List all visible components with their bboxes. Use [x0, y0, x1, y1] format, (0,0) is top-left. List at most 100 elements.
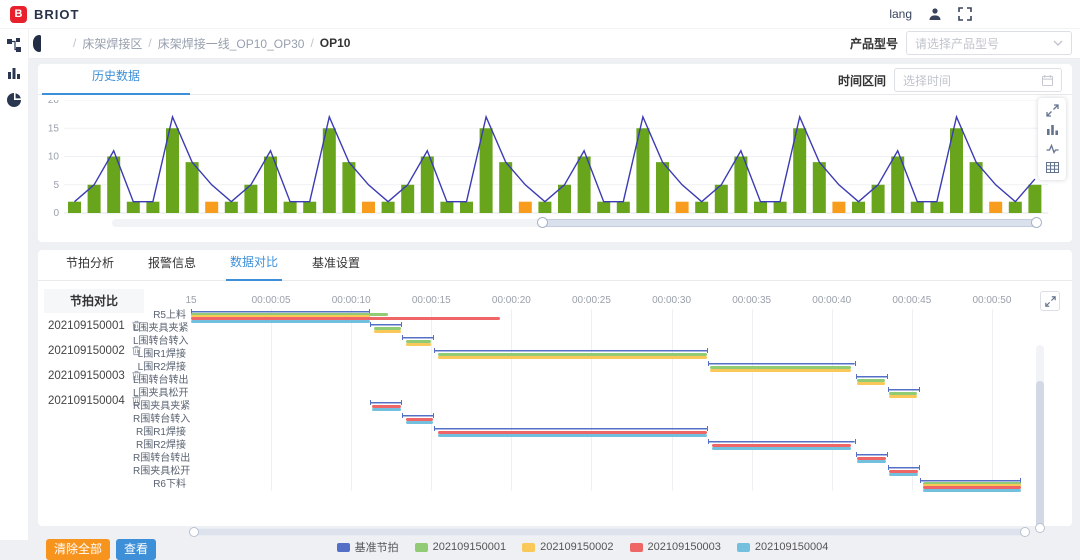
vertical-scroll-thumb[interactable]: [1035, 381, 1045, 533]
history-bar[interactable]: [773, 201, 787, 213]
history-bar[interactable]: [597, 201, 611, 213]
history-bar[interactable]: [499, 162, 513, 213]
tab-数据对比[interactable]: 数据对比: [226, 253, 283, 281]
history-bar[interactable]: [695, 201, 709, 213]
gantt-bar-202109150004[interactable]: [437, 433, 707, 437]
gantt-bar-202109150002[interactable]: [923, 484, 1021, 488]
history-bar[interactable]: [68, 201, 81, 213]
sidebar-collapse-handle[interactable]: [33, 34, 41, 52]
gantt-bar-基准节拍[interactable]: [402, 335, 435, 340]
history-bar[interactable]: [283, 201, 297, 213]
gantt-bar-202109150001[interactable]: [889, 391, 917, 395]
trash-icon[interactable]: [131, 345, 142, 356]
history-bar[interactable]: [460, 201, 473, 213]
history-bar[interactable]: [518, 201, 532, 213]
cycle-list-item[interactable]: 202109150003: [44, 363, 144, 388]
tab-history-data[interactable]: 历史数据: [42, 67, 190, 95]
history-bar[interactable]: [244, 184, 258, 213]
time-range-input[interactable]: 选择时间: [894, 68, 1062, 92]
history-bar[interactable]: [734, 156, 748, 214]
chart-line-view-icon[interactable]: [1046, 142, 1059, 155]
gantt-bar-基准节拍[interactable]: [370, 322, 403, 327]
history-bar[interactable]: [107, 156, 121, 214]
hscroll-right-handle[interactable]: [1020, 527, 1030, 537]
history-bar[interactable]: [126, 201, 140, 213]
gantt-bar-基准节拍[interactable]: [887, 465, 920, 470]
gantt-expand-icon[interactable]: [1040, 291, 1060, 311]
gantt-bar-202109150001[interactable]: [405, 339, 432, 343]
gantt-bar-202109150004[interactable]: [191, 319, 371, 323]
chart-table-view-icon[interactable]: [1045, 161, 1059, 174]
history-bar[interactable]: [264, 156, 277, 214]
cycle-list-item[interactable]: 202109150002: [44, 338, 144, 363]
history-bar[interactable]: [381, 201, 395, 213]
history-bar[interactable]: [166, 128, 179, 213]
gantt-bar-202109150003[interactable]: [889, 469, 919, 473]
history-bar[interactable]: [969, 162, 983, 213]
gantt-horizontal-scrollbar[interactable]: [189, 527, 1030, 537]
history-bar[interactable]: [754, 201, 767, 213]
gantt-bar-202109150004[interactable]: [405, 420, 433, 424]
history-bar[interactable]: [577, 156, 591, 214]
history-bar[interactable]: [1008, 201, 1022, 213]
legend-item[interactable]: 202109150001: [414, 541, 506, 553]
history-chart[interactable]: 0 5 10 15 20: [46, 100, 1064, 218]
product-model-select[interactable]: 请选择产品型号: [906, 31, 1072, 55]
datazoom-left-handle[interactable]: [537, 217, 548, 228]
gantt-bar-基准节拍[interactable]: [434, 348, 709, 353]
history-bar[interactable]: [989, 201, 1003, 213]
chart-expand-icon[interactable]: [1045, 104, 1059, 117]
history-bar[interactable]: [342, 162, 356, 213]
gantt-bar-202109150004[interactable]: [923, 488, 1021, 492]
history-bar[interactable]: [793, 128, 807, 213]
gantt-bar-202109150003[interactable]: [923, 486, 1021, 490]
history-bar[interactable]: [675, 201, 689, 213]
gantt-bar-基准节拍[interactable]: [855, 374, 888, 379]
clear-all-button[interactable]: 清除全部: [46, 539, 111, 560]
legend-item[interactable]: 202109150003: [629, 541, 721, 553]
tab-基准设置[interactable]: 基准设置: [312, 256, 361, 270]
history-bar[interactable]: [538, 201, 552, 213]
language-switch[interactable]: lang: [889, 7, 912, 21]
chart-bar-view-icon[interactable]: [1046, 123, 1059, 136]
fullscreen-icon[interactable]: [958, 7, 972, 21]
gantt-bar-基准节拍[interactable]: [708, 361, 856, 366]
history-bar[interactable]: [558, 184, 571, 213]
gantt-bar-202109150001[interactable]: [191, 312, 389, 316]
history-bar[interactable]: [891, 156, 905, 214]
gantt-bar-202109150002[interactable]: [437, 355, 707, 359]
trash-icon[interactable]: [131, 395, 142, 406]
gantt-bar-202109150004[interactable]: [857, 459, 887, 463]
legend-item[interactable]: 基准节拍: [336, 539, 399, 555]
trash-icon[interactable]: [131, 370, 142, 381]
gantt-bar-基准节拍[interactable]: [402, 413, 435, 418]
bar-chart-nav-icon[interactable]: [7, 66, 21, 80]
history-bar[interactable]: [812, 162, 826, 213]
history-bar[interactable]: [656, 162, 669, 213]
cycle-list-item[interactable]: 202109150004: [44, 388, 144, 413]
trash-icon[interactable]: [131, 320, 142, 331]
breadcrumb-item[interactable]: 床架焊接一线_OP10_OP30: [157, 36, 305, 51]
history-datazoom-track[interactable]: [112, 217, 1042, 228]
gantt-bar-202109150002[interactable]: [710, 368, 851, 372]
history-bar[interactable]: [303, 201, 317, 213]
history-bar[interactable]: [616, 201, 630, 213]
gantt-bar-202109150004[interactable]: [711, 446, 851, 450]
history-bar[interactable]: [440, 201, 454, 213]
history-bar[interactable]: [224, 201, 238, 213]
gantt-bar-202109150003[interactable]: [405, 417, 433, 421]
history-bar[interactable]: [714, 184, 728, 213]
history-bar[interactable]: [420, 156, 434, 214]
history-bar[interactable]: [852, 201, 865, 213]
gantt-bar-202109150002[interactable]: [191, 315, 371, 319]
gantt-bar-基准节拍[interactable]: [434, 426, 709, 431]
history-bar[interactable]: [832, 201, 846, 213]
gantt-bar-202109150003[interactable]: [191, 317, 501, 321]
history-bar[interactable]: [205, 201, 219, 213]
history-bar[interactable]: [950, 128, 963, 213]
gantt-bar-202109150001[interactable]: [923, 481, 1021, 485]
gantt-bar-202109150003[interactable]: [857, 456, 887, 460]
gantt-bar-基准节拍[interactable]: [855, 452, 888, 457]
gantt-bar-202109150002[interactable]: [857, 381, 885, 385]
gantt-bar-202109150004[interactable]: [372, 407, 401, 411]
